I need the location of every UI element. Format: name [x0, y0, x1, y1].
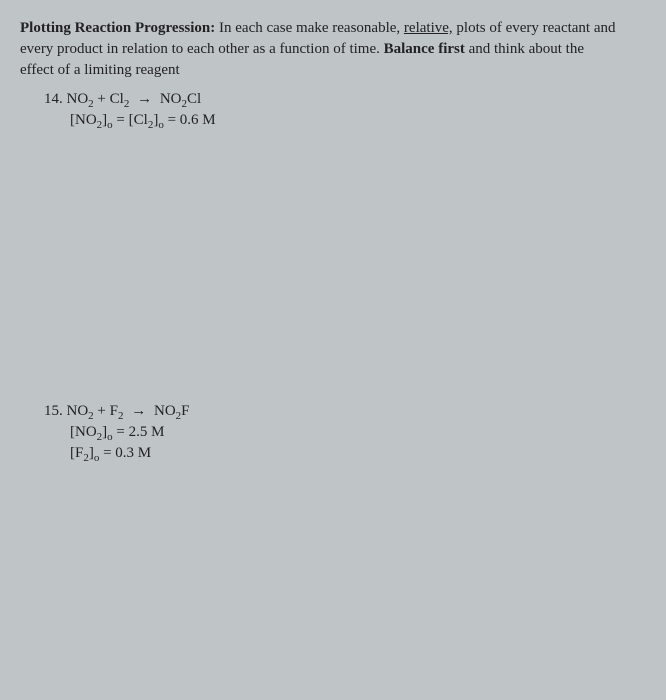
- header-line-2: every product in relation to each other …: [20, 39, 646, 60]
- header-text-2: every product in relation to each other …: [20, 41, 384, 57]
- p15-c1a: [NO: [70, 424, 97, 440]
- header-text-2b: and think about the: [465, 41, 584, 57]
- problem-15-condition-2: [F2]o = 0.3 M: [70, 443, 646, 464]
- p14-cond-eq: = [Cl: [113, 112, 148, 128]
- p14-plus: + Cl: [94, 91, 124, 107]
- p14-cond-a: [NO: [70, 112, 97, 128]
- p15-arrow: →: [123, 403, 154, 419]
- header-text-1a: In each case make reasonable,: [215, 20, 404, 36]
- p14-prod2: Cl: [187, 91, 201, 107]
- problem-15-equation: 15. NO2 + F2 → NO2F: [44, 401, 646, 422]
- title-prefix: Plotting Reaction Progression:: [20, 20, 215, 36]
- problem-14: 14. NO2 + Cl2 → NO2Cl [NO2]o = [Cl2]o = …: [44, 89, 646, 131]
- p15-prod2: F: [181, 403, 189, 419]
- header-line-3: effect of a limiting reagent: [20, 60, 646, 81]
- header-text-1b: plots of every reactant and: [453, 20, 616, 36]
- p14-cond-val: = 0.6 M: [164, 112, 216, 128]
- p14-arrow: →: [129, 91, 160, 107]
- problem-14-num: 14.: [44, 91, 67, 107]
- header-line-1: Plotting Reaction Progression: In each c…: [20, 18, 646, 39]
- p15-c1val: = 2.5 M: [113, 424, 165, 440]
- p14-prod: NO: [160, 91, 182, 107]
- header-underlined: relative,: [404, 20, 453, 36]
- p15-c2val: = 0.3 M: [99, 445, 151, 461]
- header-bold-2: Balance first: [384, 41, 465, 57]
- problem-15-condition-1: [NO2]o = 2.5 M: [70, 422, 646, 443]
- instructions-header: Plotting Reaction Progression: In each c…: [20, 18, 646, 81]
- problem-15-num: 15.: [44, 403, 67, 419]
- p14-r1: NO: [67, 91, 89, 107]
- p15-r1: NO: [67, 403, 89, 419]
- problem-15: 15. NO2 + F2 → NO2F [NO2]o = 2.5 M [F2]o…: [44, 401, 646, 464]
- p15-c2a: [F: [70, 445, 83, 461]
- problem-14-conditions: [NO2]o = [Cl2]o = 0.6 M: [70, 110, 646, 131]
- problem-14-equation: 14. NO2 + Cl2 → NO2Cl: [44, 89, 646, 110]
- p15-plus: + F: [94, 403, 118, 419]
- p15-prod: NO: [154, 403, 176, 419]
